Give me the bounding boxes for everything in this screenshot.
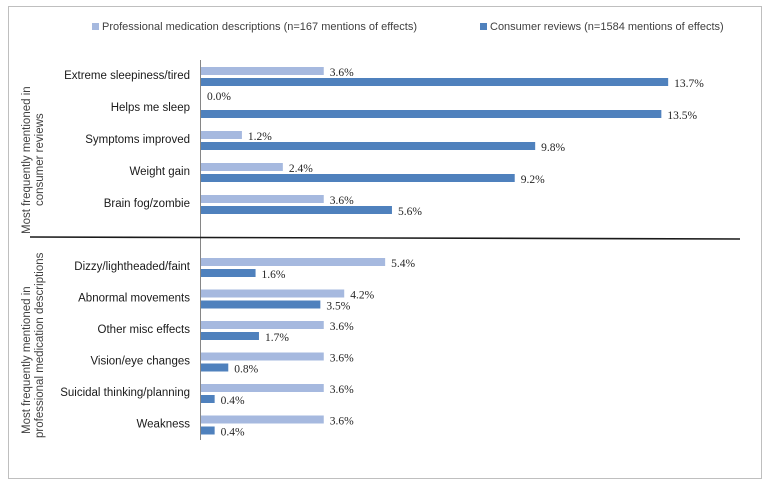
bar-consumer-suicidal-thinking-planning: [201, 395, 215, 403]
legend-swatch-professional: [92, 23, 99, 30]
category-label-brain-fog-zombie: Brain fog/zombie: [104, 198, 190, 210]
group-label-consumer-line2: consumer reviews: [34, 113, 46, 206]
data-label-consumer-brain-fog-zombie: 5.6%: [398, 206, 422, 218]
bar-consumer-extreme-sleepiness-tired: [201, 78, 669, 86]
data-label-consumer-other-misc-effects: 1.7%: [265, 332, 289, 344]
data-label-consumer-weakness: 0.4%: [221, 427, 245, 439]
legend: Professional medication descriptions (n=…: [92, 21, 724, 33]
bar-professional-weakness: [201, 415, 324, 424]
category-label-helps-me-sleep: Helps me sleep: [111, 102, 190, 114]
bar-consumer-weakness: [201, 426, 215, 435]
bar-consumer-abnormal-movements: [201, 300, 321, 309]
bar-professional-other-misc-effects: [201, 321, 324, 329]
bar-consumer-dizzy-lightheaded-faint: [201, 269, 256, 277]
category-label-abnormal-movements: Abnormal movements: [78, 293, 190, 305]
category-label-symptoms-improved: Symptoms improved: [85, 134, 190, 146]
bar-professional-suicidal-thinking-planning: [201, 384, 324, 392]
category-label-other-misc-effects: Other misc effects: [98, 324, 191, 336]
group-label-professional-line2: professional medication descriptions: [34, 252, 46, 438]
data-label-professional-weakness: 3.6%: [330, 416, 354, 428]
legend-label-professional: Professional medication descriptions (n=…: [102, 21, 417, 33]
category-label-suicidal-thinking-planning: Suicidal thinking/planning: [60, 387, 190, 399]
bar-professional-symptoms-improved: [201, 131, 242, 139]
data-label-professional-other-misc-effects: 3.6%: [330, 321, 354, 333]
bar-consumer-vision-eye-changes: [201, 363, 229, 372]
bar-professional-dizzy-lightheaded-faint: [201, 258, 386, 266]
category-label-extreme-sleepiness-tired: Extreme sleepiness/tired: [64, 70, 190, 82]
data-label-professional-abnormal-movements: 4.2%: [350, 290, 374, 302]
data-label-professional-symptoms-improved: 1.2%: [248, 131, 272, 143]
bar-consumer-weight-gain: [201, 174, 515, 182]
data-label-consumer-symptoms-improved: 9.8%: [541, 142, 565, 154]
group-divider-line: [29, 236, 741, 240]
data-label-consumer-suicidal-thinking-planning: 0.4%: [221, 395, 245, 407]
bar-professional-weight-gain: [201, 163, 283, 171]
bar-professional-brain-fog-zombie: [201, 195, 324, 203]
data-label-professional-weight-gain: 2.4%: [289, 163, 313, 175]
bar-consumer-other-misc-effects: [201, 332, 259, 340]
legend-label-consumer: Consumer reviews (n=1584 mentions of eff…: [490, 21, 724, 33]
data-label-consumer-extreme-sleepiness-tired: 13.7%: [674, 78, 704, 90]
bar-professional-vision-eye-changes: [201, 352, 324, 361]
data-label-consumer-abnormal-movements: 3.5%: [326, 301, 350, 313]
data-label-professional-dizzy-lightheaded-faint: 5.4%: [391, 258, 415, 270]
data-label-consumer-vision-eye-changes: 0.8%: [234, 364, 258, 376]
group-label-consumer-line1: Most frequently mentioned in: [21, 86, 33, 234]
bar-consumer-brain-fog-zombie: [201, 206, 392, 214]
data-label-professional-vision-eye-changes: 3.6%: [330, 353, 354, 365]
group-label-professional-line1: Most frequently mentioned in: [21, 286, 33, 434]
category-label-weight-gain: Weight gain: [129, 166, 190, 178]
bar-consumer-symptoms-improved: [201, 142, 536, 150]
group-labels: Most frequently mentioned in consumer re…: [21, 86, 46, 438]
bar-professional-extreme-sleepiness-tired: [201, 67, 324, 75]
data-label-consumer-dizzy-lightheaded-faint: 1.6%: [262, 269, 286, 281]
category-label-weakness: Weakness: [137, 419, 191, 431]
data-label-consumer-helps-me-sleep: 13.5%: [667, 110, 697, 122]
data-label-consumer-weight-gain: 9.2%: [521, 174, 545, 186]
legend-swatch-consumer: [480, 23, 487, 30]
bars: Extreme sleepiness/tired 3.6% 13.7% Helps m…: [60, 67, 704, 439]
bar-consumer-helps-me-sleep: [201, 110, 662, 118]
data-label-professional-helps-me-sleep: 0.0%: [207, 91, 231, 103]
category-label-dizzy-lightheaded-faint: Dizzy/lightheaded/faint: [74, 261, 191, 273]
data-label-professional-suicidal-thinking-planning: 3.6%: [330, 384, 354, 396]
category-label-vision-eye-changes: Vision/eye changes: [90, 356, 190, 368]
data-label-professional-extreme-sleepiness-tired: 3.6%: [330, 67, 354, 79]
data-label-professional-brain-fog-zombie: 3.6%: [330, 195, 354, 207]
bar-professional-abnormal-movements: [201, 289, 345, 298]
